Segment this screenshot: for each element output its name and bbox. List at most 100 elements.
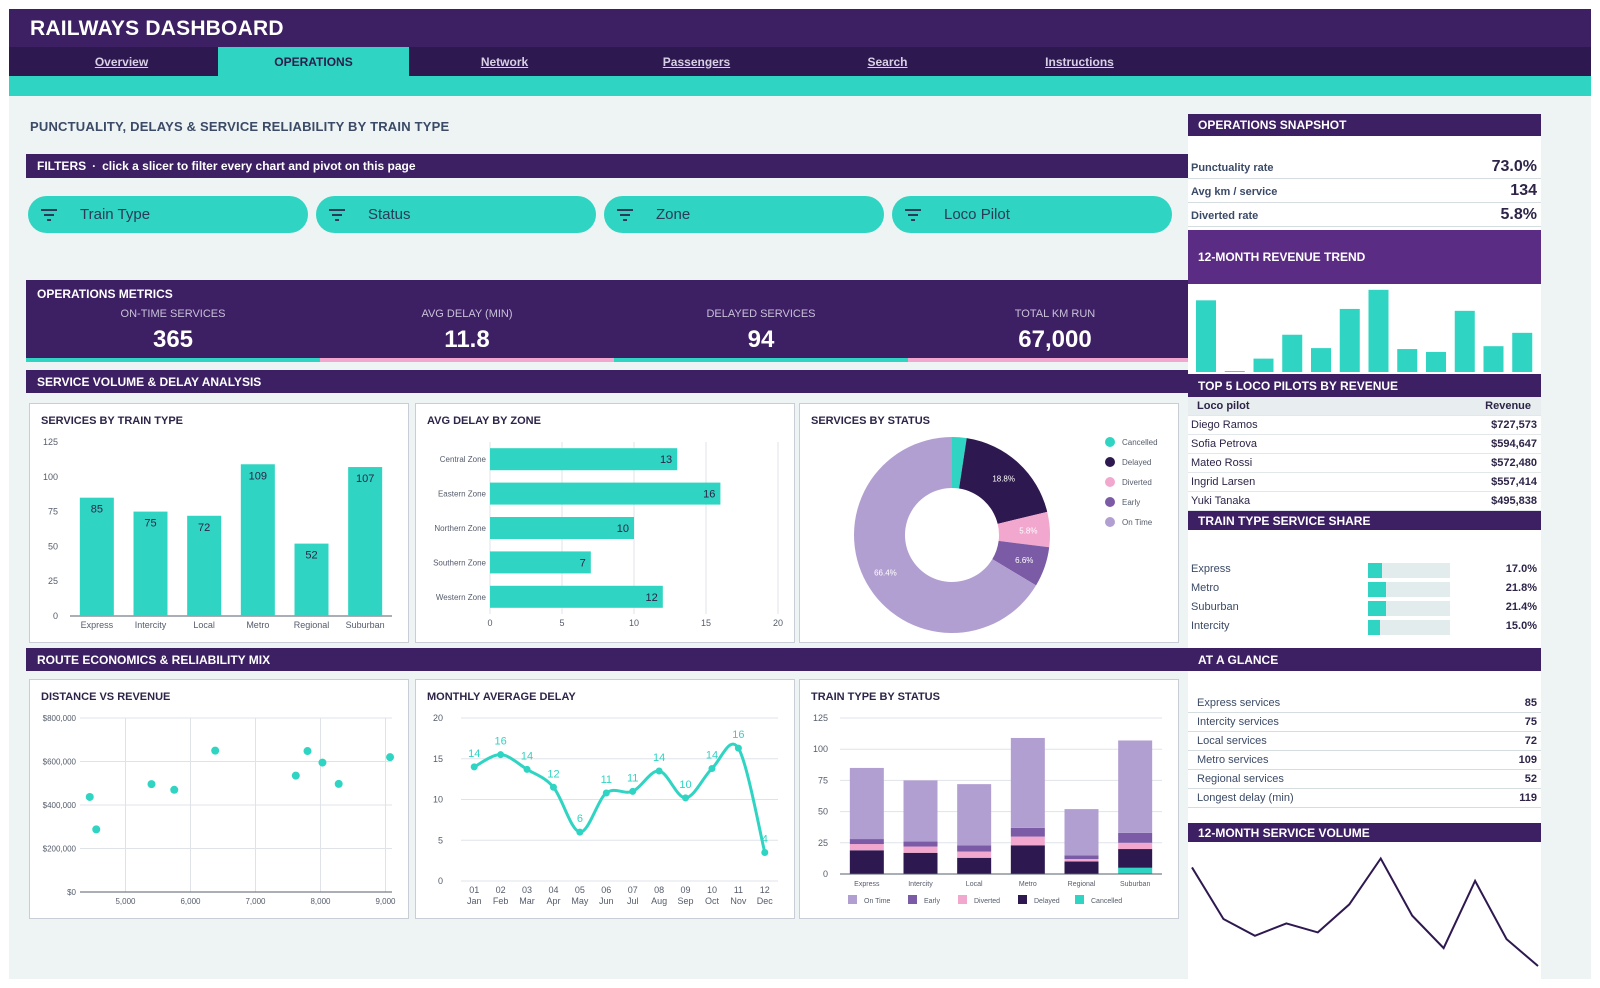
pilot-revenue: $557,414 [1491,476,1537,488]
nav-bar: Overview OPERATIONS Network Passengers S… [9,47,1591,76]
legend-swatch [1018,895,1027,904]
card-monthly-average-delay: MONTHLY AVERAGE DELAY 0 5 10 15 20 14 01 Jan 16 0… [415,679,795,919]
bar [1483,346,1504,372]
x-tick-label: Jan [467,896,482,906]
kpi-label: ON-TIME SERVICES [120,308,226,320]
data-point [92,825,101,834]
bar [1454,310,1475,372]
x-tick-label: Nov [730,896,747,906]
share-fill [1368,601,1386,616]
data-point [523,765,531,773]
slicer-loco-pilot[interactable]: Loco Pilot [892,196,1172,233]
bar-segment [849,844,884,851]
card-services-by-train-type: SERVICES BY TRAIN TYPE 0 25 50 75 100 125 85 Ex… [29,403,409,643]
status-donut-chart: 18.8% 5.8% 6.6% 66.4% Cancelled Delayed Divert… [853,437,1158,633]
y-tick-label: Western Zone [436,593,487,602]
bar [490,585,663,608]
table-row: Diego Ramos $727,573 [1188,416,1541,435]
data-label: 11 [601,774,612,786]
pilot-name: Yuki Tanaka [1191,495,1251,507]
bar [490,517,634,539]
slicer-label: Status [368,206,411,223]
legend-label: On Time [1122,518,1153,527]
kpi-delayed: DELAYED SERVICES 94 [614,280,908,362]
data-point [318,758,327,767]
top-pilots-table-header: Loco pilot Revenue [1188,397,1541,416]
data-point [303,747,312,756]
bar-segment [849,850,884,874]
bar [490,448,678,471]
share-label: Metro [1191,582,1220,594]
x-tick-label: 15 [701,618,711,628]
slicer-zone[interactable]: Zone [604,196,884,233]
bar-segment [957,851,992,858]
legend-swatch [1105,517,1115,527]
chart-title: SERVICES BY STATUS [811,415,930,427]
glance-label: Express services [1197,697,1281,709]
glance-label: Intercity services [1197,716,1279,728]
data-point [708,765,716,773]
legend-swatch [908,895,917,904]
glance-row: Local services 72 [1188,732,1541,751]
right-panel: OPERATIONS SNAPSHOT Punctuality rate 73.… [1188,114,1541,979]
snapshot-header: OPERATIONS SNAPSHOT [1188,114,1541,136]
tab-network[interactable]: Network [480,54,529,69]
data-point [602,789,610,797]
kpi-value: 94 [747,326,775,353]
column-header: Revenue [1485,400,1531,412]
y-tick-label: 100 [43,472,58,482]
service-volume-chart [1191,856,1539,967]
glance-value: 109 [1518,754,1537,766]
y-tick-label: 10 [433,795,443,805]
page-title: PUNCTUALITY, DELAYS & SERVICE RELIABILIT… [30,119,450,134]
filters-band: FILTERS · click a slicer to filter every… [26,154,1202,178]
tab-search[interactable]: Search [867,54,908,69]
x-tick-label: 5,000 [115,897,136,906]
y-tick-label: Northern Zone [434,524,486,533]
snapshot-label: Avg km / service [1191,186,1278,198]
section-title: SERVICE VOLUME & DELAY ANALYSIS [37,374,262,389]
y-tick-label: 20 [433,713,443,723]
tab-operations[interactable]: OPERATIONS [218,47,409,76]
data-point [85,792,94,801]
share-value: 15.0% [1505,620,1537,632]
glance-row: Regional services 52 [1188,770,1541,789]
x-tick-label: 07 [628,885,638,895]
data-label: 4 [762,833,768,845]
bar-segment [1118,867,1153,874]
data-point [549,783,557,791]
x-tick-label: Jun [599,896,614,906]
share-label: Suburban [1191,601,1239,613]
y-tick-label: $0 [67,888,76,897]
glance-label: Longest delay (min) [1197,792,1294,804]
tab-overview[interactable]: Overview [94,54,149,69]
bar-segment [1010,836,1045,846]
x-tick-label: Suburban [346,620,385,630]
legend-swatch [1105,437,1115,447]
x-tick-label: 03 [522,885,532,895]
legend-swatch [1075,895,1084,904]
bar [1426,351,1446,372]
x-tick-label: 05 [575,885,585,895]
bar-segment [1010,737,1045,828]
data-label: 11 [627,772,638,784]
bar [1253,358,1274,372]
tab-instructions[interactable]: Instructions [1045,54,1114,69]
dashboard: RAILWAYS DASHBOARD Overview OPERATIONS N… [9,9,1591,979]
bar-segment [1064,861,1099,874]
y-tick-label: $600,000 [43,758,77,767]
snapshot-row: Avg km / service 134 [1188,180,1541,203]
kpi-value: 365 [152,326,194,353]
slicer-status[interactable]: Status [316,196,596,233]
chart-title: AVG DELAY BY ZONE [427,415,541,427]
glance-row: Metro services 109 [1188,751,1541,770]
operations-metrics: OPERATIONS METRICS ON-TIME SERVICES 365 … [26,280,1202,362]
bar [1282,334,1303,372]
bar [79,497,114,616]
data-point [386,753,395,762]
tab-passengers[interactable]: Passengers [662,54,731,69]
slicer-train-type[interactable]: Train Type [28,196,308,233]
snapshot-label: Punctuality rate [1191,162,1274,174]
slice-label: 5.8% [1019,527,1037,536]
x-tick-label: 9,000 [375,897,396,906]
